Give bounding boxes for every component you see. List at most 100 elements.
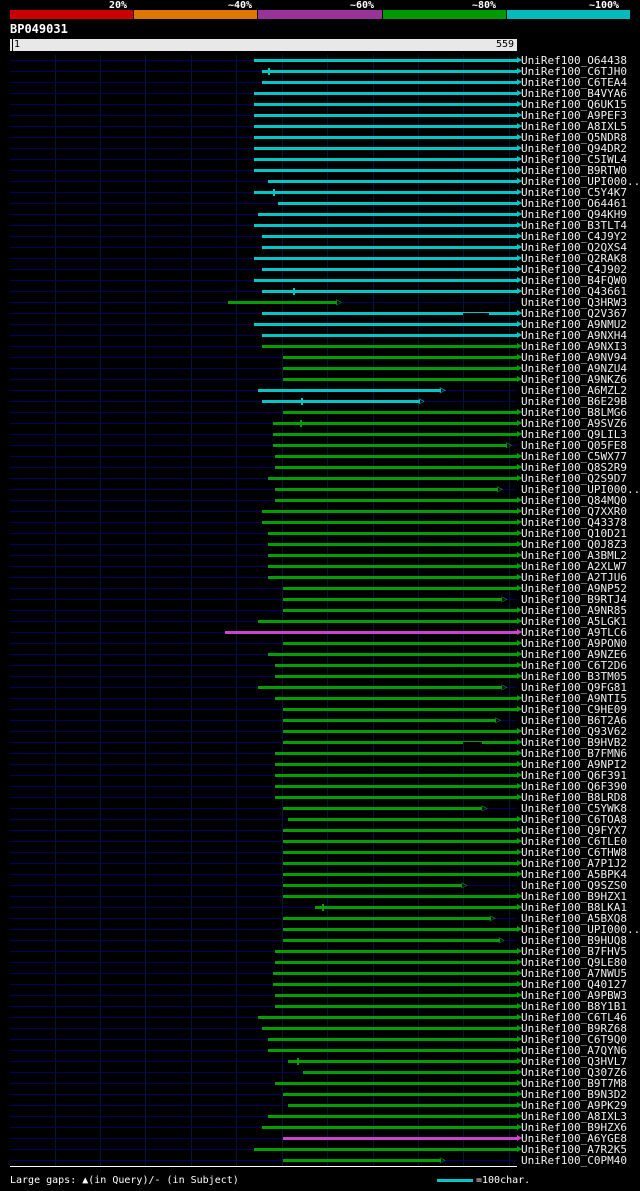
hit-accession-link[interactable]: UniRef100_UPI000...: [521, 923, 640, 936]
hit-accession-link[interactable]: UniRef100_A7R2K5: [521, 1143, 627, 1156]
hit-accession-link[interactable]: UniRef100_C6TJH0: [521, 65, 627, 78]
hit-accession-link[interactable]: UniRef100_Q43661: [521, 285, 627, 298]
hit-accession-link[interactable]: UniRef100_Q2V367: [521, 307, 627, 320]
hsp-bar[interactable]: [282, 928, 517, 931]
hsp-bar[interactable]: [275, 1082, 517, 1085]
hsp-bar[interactable]: [282, 642, 517, 645]
hsp-bar[interactable]: [254, 191, 517, 194]
hsp-bar[interactable]: [275, 774, 517, 777]
hsp-bar[interactable]: [282, 356, 517, 359]
hit-accession-link[interactable]: UniRef100_C0PM40: [521, 1154, 627, 1167]
hit-accession-link[interactable]: UniRef100_A9SVZ6: [521, 417, 627, 430]
hsp-bar[interactable]: [272, 983, 517, 986]
hit-accession-link[interactable]: UniRef100_Q3HVL7: [521, 1055, 627, 1068]
hit-accession-link[interactable]: UniRef100_C5WX77: [521, 450, 627, 463]
hit-accession-link[interactable]: UniRef100_B9RTJ4: [521, 593, 627, 606]
hsp-bar[interactable]: [268, 554, 517, 557]
hsp-bar[interactable]: [254, 158, 517, 161]
hsp-bar[interactable]: [261, 268, 517, 271]
hsp-bar[interactable]: [228, 301, 338, 304]
hsp-bar[interactable]: [282, 917, 491, 920]
hit-accession-link[interactable]: UniRef100_A9NZE6: [521, 648, 627, 661]
hsp-bar[interactable]: [258, 620, 517, 623]
hit-accession-link[interactable]: UniRef100_C6T9Q0: [521, 1033, 627, 1046]
hit-accession-link[interactable]: UniRef100_C5Y4K7: [521, 186, 627, 199]
hit-accession-link[interactable]: UniRef100_Q94KH9: [521, 208, 627, 221]
hsp-bar[interactable]: [275, 763, 517, 766]
hit-accession-link[interactable]: UniRef100_C6TL46: [521, 1011, 627, 1024]
hsp-bar[interactable]: [254, 103, 517, 106]
hsp-bar[interactable]: [261, 1027, 517, 1030]
hsp-bar[interactable]: [288, 818, 517, 821]
hsp-bar[interactable]: [282, 730, 517, 733]
hsp-bar[interactable]: [275, 675, 517, 678]
hsp-bar[interactable]: [254, 125, 517, 128]
hsp-bar[interactable]: [268, 180, 517, 183]
hsp-bar[interactable]: [268, 565, 517, 568]
hit-accession-link[interactable]: UniRef100_B9T7M8: [521, 1077, 627, 1090]
hit-accession-link[interactable]: UniRef100_C6T2D6: [521, 659, 627, 672]
hit-accession-link[interactable]: UniRef100_C6TLE0: [521, 835, 627, 848]
hit-accession-link[interactable]: UniRef100_A9NPI2: [521, 758, 627, 771]
hsp-bar[interactable]: [282, 807, 483, 810]
hit-accession-link[interactable]: UniRef100_B4VYA6: [521, 87, 627, 100]
hit-accession-link[interactable]: UniRef100_A9NZU4: [521, 362, 627, 375]
hit-accession-link[interactable]: UniRef100_Q2RAK8: [521, 252, 627, 265]
hsp-bar[interactable]: [282, 719, 497, 722]
hsp-bar[interactable]: [275, 466, 517, 469]
hit-accession-link[interactable]: UniRef100_A9PEF3: [521, 109, 627, 122]
hsp-bar[interactable]: [275, 796, 517, 799]
hit-accession-link[interactable]: UniRef100_C4J902: [521, 263, 627, 276]
hsp-bar[interactable]: [258, 686, 503, 689]
hit-accession-link[interactable]: UniRef100_C6THW8: [521, 846, 627, 859]
hit-accession-link[interactable]: UniRef100_Q9LE80: [521, 956, 627, 969]
hit-accession-link[interactable]: UniRef100_A9NP52: [521, 582, 627, 595]
hit-accession-link[interactable]: UniRef100_A8IXL3: [521, 1110, 627, 1123]
hsp-bar[interactable]: [282, 862, 517, 865]
hsp-bar[interactable]: [268, 532, 517, 535]
hsp-bar[interactable]: [282, 587, 517, 590]
hsp-bar[interactable]: [254, 114, 517, 117]
hit-accession-link[interactable]: UniRef100_A9TLC6: [521, 626, 627, 639]
hit-accession-link[interactable]: UniRef100_B6T2A6: [521, 714, 627, 727]
hit-accession-link[interactable]: UniRef100_C5YWK8: [521, 802, 627, 815]
hsp-bar[interactable]: [268, 1038, 517, 1041]
hit-accession-link[interactable]: UniRef100_Q9SZS0: [521, 879, 627, 892]
hit-accession-link[interactable]: UniRef100_A7P1J2: [521, 857, 627, 870]
hsp-bar[interactable]: [288, 1104, 517, 1107]
hsp-bar[interactable]: [275, 961, 517, 964]
hit-accession-link[interactable]: UniRef100_A9NXH4: [521, 329, 627, 342]
hit-accession-link[interactable]: UniRef100_A9NTI5: [521, 692, 627, 705]
hit-accession-link[interactable]: UniRef100_Q6UK15: [521, 98, 627, 111]
hsp-bar[interactable]: [282, 708, 517, 711]
hit-accession-link[interactable]: UniRef100_B9RZ68: [521, 1022, 627, 1035]
hsp-bar[interactable]: [282, 939, 500, 942]
hsp-bar[interactable]: [254, 136, 517, 139]
hsp-bar[interactable]: [261, 70, 517, 73]
hit-accession-link[interactable]: UniRef100_O64438: [521, 54, 627, 67]
hsp-bar[interactable]: [282, 829, 517, 832]
hsp-bar[interactable]: [288, 1060, 517, 1063]
hsp-bar[interactable]: [272, 972, 517, 975]
hsp-bar[interactable]: [254, 279, 517, 282]
hit-accession-link[interactable]: UniRef100_Q0J8Z3: [521, 538, 627, 551]
hsp-bar[interactable]: [282, 884, 463, 887]
hit-accession-link[interactable]: UniRef100_Q9FYX7: [521, 824, 627, 837]
hit-accession-link[interactable]: UniRef100_B9HZX6: [521, 1121, 627, 1134]
hit-accession-link[interactable]: UniRef100_C4J9Y2: [521, 230, 627, 243]
hsp-bar[interactable]: [254, 59, 517, 62]
hit-accession-link[interactable]: UniRef100_A8IXL5: [521, 120, 627, 133]
hsp-bar[interactable]: [261, 81, 517, 84]
hsp-bar[interactable]: [275, 950, 517, 953]
hit-accession-link[interactable]: UniRef100_Q8S2R9: [521, 461, 627, 474]
hit-accession-link[interactable]: UniRef100_B6E29B: [521, 395, 627, 408]
hsp-bar[interactable]: [275, 488, 498, 491]
hsp-bar[interactable]: [268, 477, 517, 480]
hit-accession-link[interactable]: UniRef100_A9NV94: [521, 351, 627, 364]
hit-accession-link[interactable]: UniRef100_B9HVB2: [521, 736, 627, 749]
hit-accession-link[interactable]: UniRef100_Q05FE8: [521, 439, 627, 452]
hsp-bar[interactable]: [272, 422, 517, 425]
hit-accession-link[interactable]: UniRef100_C5IWL4: [521, 153, 627, 166]
hit-accession-link[interactable]: UniRef100_C9HE09: [521, 703, 627, 716]
hit-accession-link[interactable]: UniRef100_Q3HRW3: [521, 296, 627, 309]
